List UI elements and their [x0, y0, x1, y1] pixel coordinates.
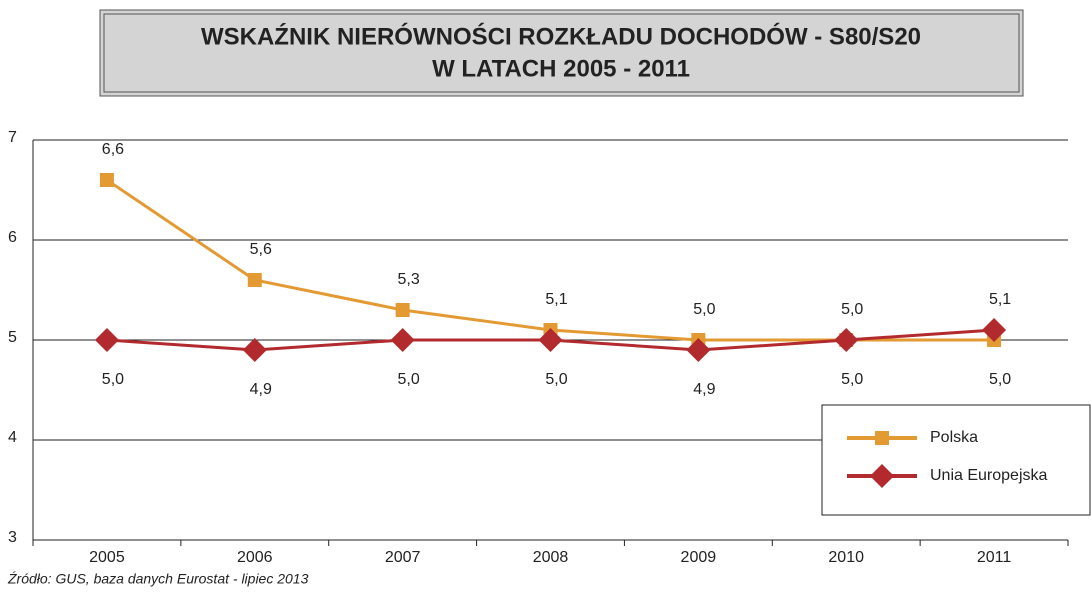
- title-box-inner: [103, 13, 1020, 93]
- data-label: 5,0: [102, 371, 124, 388]
- marker: [834, 328, 859, 352]
- marker: [94, 328, 119, 352]
- marker: [982, 318, 1007, 342]
- data-label: 5,0: [693, 301, 715, 318]
- marker: [395, 303, 410, 317]
- y-tick-label: 3: [8, 529, 17, 546]
- legend-box: [821, 404, 1091, 516]
- source-note: Źródło: GUS, baza danych Eurostat - lipi…: [7, 571, 309, 587]
- x-tick-label: 2006: [237, 549, 273, 566]
- data-label: 5,3: [398, 271, 420, 288]
- marker: [99, 173, 114, 187]
- marker: [686, 338, 711, 362]
- chart-subtitle: W LATACH 2005 - 2011: [432, 55, 690, 82]
- data-label: 5,6: [250, 241, 272, 258]
- x-tick-label: 2007: [385, 549, 421, 566]
- data-label: 5,1: [989, 291, 1011, 308]
- x-tick-label: 2005: [89, 549, 125, 566]
- marker: [247, 273, 262, 287]
- data-label: 5,1: [545, 291, 567, 308]
- x-tick-label: 2009: [681, 549, 717, 566]
- data-label: 5,0: [398, 371, 420, 388]
- y-tick-label: 6: [8, 229, 17, 246]
- title-box: [99, 9, 1024, 97]
- x-tick-label: 2008: [533, 549, 569, 566]
- data-label: 5,0: [841, 301, 863, 318]
- legend-label: Polska: [930, 429, 978, 446]
- marker: [875, 431, 889, 445]
- data-label: 5,0: [841, 371, 863, 388]
- data-label: 5,0: [989, 371, 1011, 388]
- y-tick-label: 4: [8, 429, 17, 446]
- data-label: 5,0: [545, 371, 567, 388]
- data-label: 4,9: [250, 381, 272, 398]
- marker: [242, 338, 267, 362]
- marker: [390, 328, 415, 352]
- data-label: 4,9: [693, 381, 715, 398]
- marker: [870, 464, 894, 488]
- chart-title: WSKAŹNIK NIERÓWNOŚCI ROZKŁADU DOCHODÓW -…: [201, 22, 921, 50]
- legend-label: Unia Europejska: [930, 467, 1048, 484]
- x-tick-label: 2011: [977, 549, 1012, 566]
- y-tick-label: 5: [8, 329, 17, 346]
- x-tick-label: 2010: [828, 549, 864, 566]
- y-tick-label: 7: [8, 129, 17, 146]
- marker: [538, 328, 563, 352]
- data-label: 6,6: [102, 141, 124, 158]
